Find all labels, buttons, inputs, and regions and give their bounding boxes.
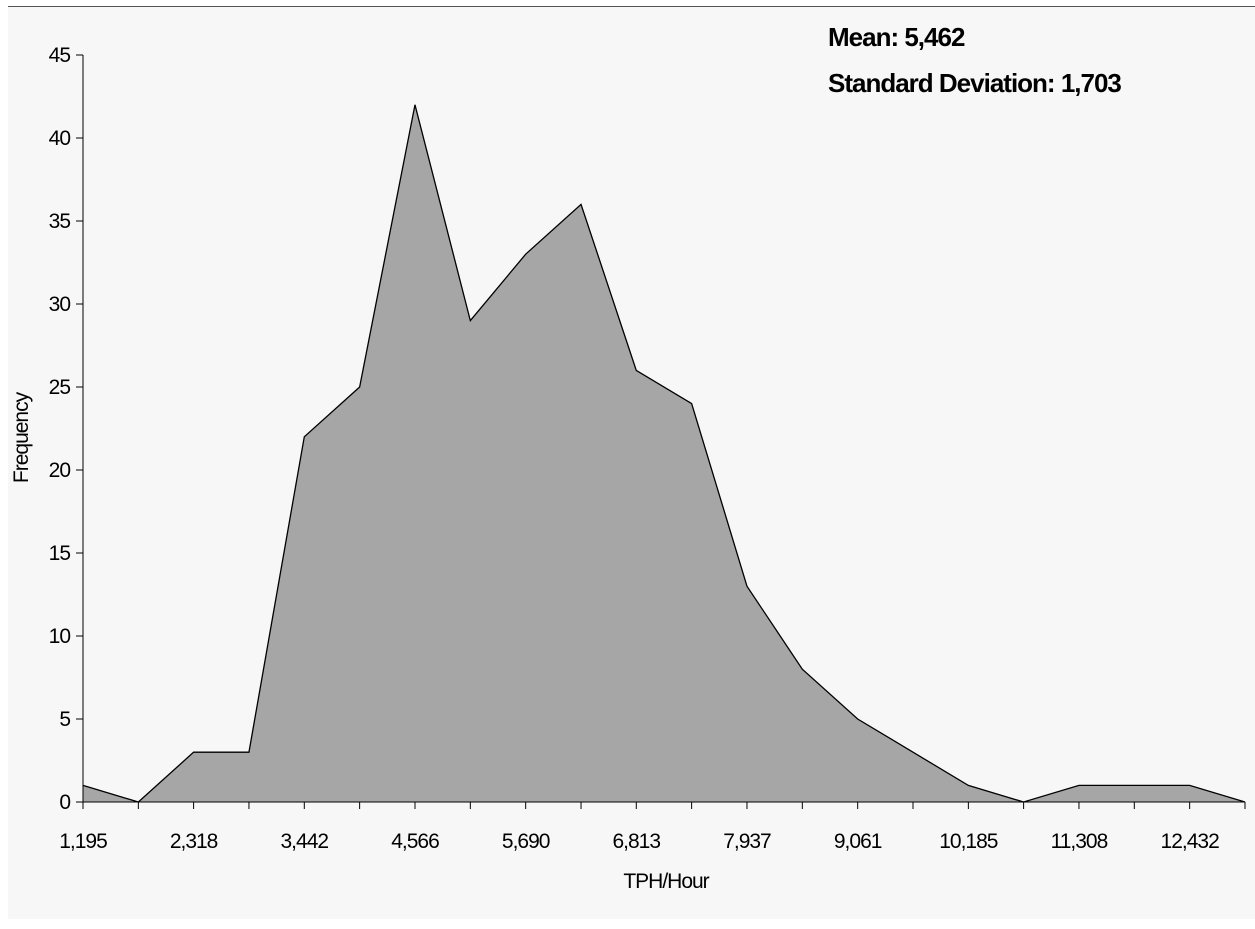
x-tick-label: 10,185: [939, 830, 998, 853]
x-axis-title: TPH/Hour: [623, 870, 709, 893]
y-tick-label: 20: [49, 459, 71, 482]
x-tick-label: 5,690: [502, 830, 550, 853]
x-tick-label: 1,195: [59, 830, 107, 853]
x-tick-label: 4,566: [391, 830, 439, 853]
y-tick-label: 35: [49, 210, 71, 233]
y-tick-label: 15: [49, 542, 71, 565]
x-tick-label: 7,937: [723, 830, 771, 853]
x-tick-label: 6,813: [612, 830, 660, 853]
y-tick-label: 45: [49, 44, 71, 67]
y-tick-label: 5: [59, 708, 70, 731]
y-tick-label: 0: [59, 791, 70, 814]
x-tick-label: 11,308: [1051, 830, 1108, 853]
label-layer: 0 5 10 15 20 25 30 35 40 45 1,195 2,318 3,442 4,566 5,…: [49, 44, 1220, 853]
y-tick-label: 40: [49, 127, 71, 150]
y-tick-label: 25: [49, 376, 71, 399]
frequency-area: [83, 104, 1245, 803]
y-axis-title: Frequency: [10, 391, 33, 483]
x-tick-label: 2,318: [170, 830, 218, 853]
std-annotation: Standard Deviation: 1,703: [828, 68, 1121, 98]
mean-annotation: Mean: 5,462: [828, 22, 965, 52]
frequency-line: [82, 104, 1246, 803]
y-tick-label: 10: [49, 625, 71, 648]
axis-layer: [76, 54, 1246, 809]
x-tick-label: 12,432: [1161, 830, 1220, 853]
x-tick-label: 9,061: [834, 830, 882, 853]
area-layer: [82, 104, 1246, 803]
x-tick-label: 3,442: [281, 830, 329, 853]
y-tick-label: 30: [49, 293, 71, 316]
